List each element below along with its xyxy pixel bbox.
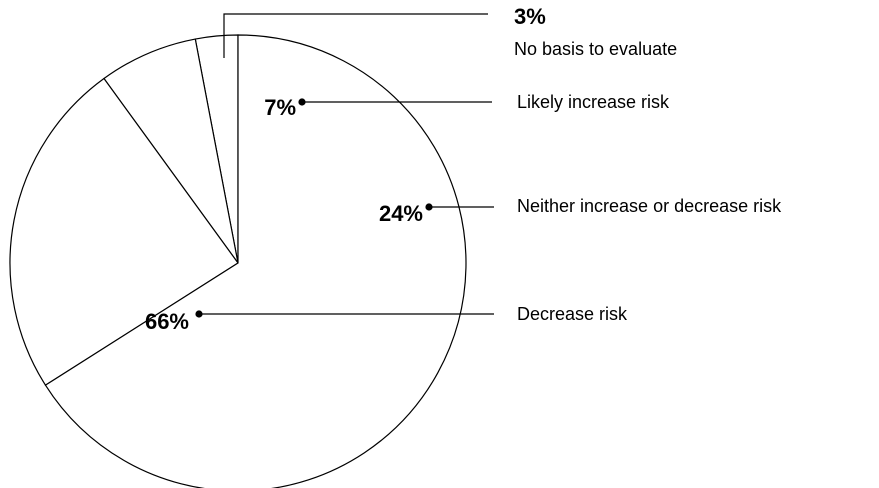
annotation-decrease: 66% Decrease risk [145,304,628,334]
category-label-no-basis: No basis to evaluate [514,39,677,59]
category-label-decrease: Decrease risk [517,304,628,324]
annotation-no-basis: 3% No basis to evaluate [223,4,677,59]
slice-neither [9,77,239,386]
annotation-likely-increase: 7% Likely increase risk [264,92,670,120]
category-label-neither: Neither increase or decrease risk [517,196,782,216]
leader-line-no-basis [223,13,488,58]
pct-label-no-basis: 3% [514,4,546,29]
category-label-likely-increase: Likely increase risk [517,92,670,112]
pct-label-likely-increase: 7% [264,95,296,120]
pie-slices [9,34,467,488]
pct-label-neither: 24% [379,201,423,226]
pct-label-decrease: 66% [145,309,189,334]
annotation-neither: 24% Neither increase or decrease risk [379,196,782,226]
slice-decrease [44,34,467,488]
